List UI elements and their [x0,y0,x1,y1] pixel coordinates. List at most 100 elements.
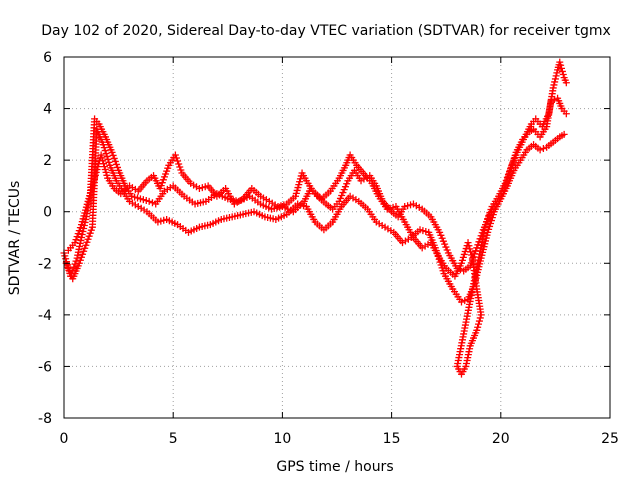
data-point-interp [80,224,88,232]
data-point-interp [483,218,491,226]
data-point-interp [172,154,180,162]
data-point-interp [550,81,558,89]
data-point [562,110,570,118]
data-point-interp [80,247,88,255]
data-point-interp [81,244,89,252]
data-point [464,239,472,247]
data-point-interp [476,314,484,322]
data-point-interp [111,157,119,165]
data-point-interp [86,229,94,237]
data-point-interp [558,64,566,72]
data-point [560,130,568,138]
data-point [457,298,465,306]
data-point-interp [465,242,473,250]
data-point [536,146,544,154]
data-point-interp [73,233,81,241]
data-point-interp [114,163,122,171]
data-point-interp [79,250,87,258]
data-point-interp [112,160,120,168]
data-point-interp [177,166,185,174]
y-tick-label: 4 [43,102,52,118]
data-point-interp [75,227,83,235]
data-point-interp [557,61,565,69]
data-point-interp [77,253,85,261]
x-axis-label: GPS time / hours [276,459,393,475]
data-point [482,221,490,229]
data-point-interp [468,251,476,259]
data-point-interp [503,173,511,181]
data-point [82,241,90,249]
data-point-interp [84,235,92,243]
axis-ticks: 0 5 10 15 20 25 -8 -6 -4 -2 0 2 4 6 [38,50,619,447]
data-point [71,239,79,247]
data-point [108,148,116,156]
data-point-interp [553,69,561,77]
y-tick-label: 2 [43,153,52,169]
y-tick-label: -6 [38,359,52,375]
data-point-interp [87,226,95,234]
y-tick-label: -8 [38,411,52,427]
data-point-interp [79,227,87,235]
data-point-interp [507,164,515,172]
data-point-interp [485,212,493,220]
data-point-interp [475,317,483,325]
y-tick-label: -2 [38,256,52,272]
data-point-interp [504,170,512,178]
data-point-interp [148,199,156,207]
data-layer [60,58,570,378]
data-point-interp [110,154,118,162]
data-point [466,262,474,270]
data-point [77,234,85,241]
data-point-interp [175,160,183,168]
y-tick-label: -4 [38,308,52,324]
data-point-interp [551,75,559,83]
data-point-interp [72,236,80,244]
data-point-interp [78,230,86,238]
plot-frame [63,56,611,419]
y-tick-label: 6 [43,50,52,66]
data-point-interp [76,256,84,264]
data-point-interp [475,320,483,328]
data-point-interp [174,157,182,165]
data-point-interp [70,263,78,271]
y-axis-label: SDTVAR / TECUs [7,181,23,296]
data-point [549,84,557,92]
data-point [562,79,570,87]
data-point-interp [109,151,117,159]
data-point-interp [76,224,84,232]
data-point-interp [83,238,91,246]
x-tick-label: 15 [383,431,401,447]
data-point-interp [484,215,492,223]
data-point [145,197,153,205]
data-point [477,311,485,319]
data-point-interp [85,232,93,240]
data-point-interp [176,163,184,171]
data-point-interp [552,72,560,80]
x-tick-label: 0 [60,431,69,447]
data-point-interp [539,145,547,153]
x-tick-label: 25 [601,431,619,447]
data-point-interp [74,230,82,238]
data-point-interp [461,297,469,305]
x-tick-label: 20 [492,431,510,447]
series-track-c [64,58,570,378]
data-point [556,58,564,66]
data-point [75,259,83,267]
data-point-interp [558,67,566,75]
data-point-interp [474,323,482,331]
data-point-interp [466,245,474,253]
y-tick-label: 0 [43,205,52,221]
chart-title: Day 102 of 2020, Sidereal Day-to-day VTE… [41,23,611,39]
data-point-interp [486,209,494,217]
data-point-interp [467,248,475,256]
data-point-interp [487,206,495,214]
x-tick-label: 5 [169,431,178,447]
data-point [501,179,509,187]
data-point [171,151,179,159]
x-tick-label: 10 [273,431,291,447]
data-point-interp [506,167,514,175]
data-point-interp [502,176,510,184]
